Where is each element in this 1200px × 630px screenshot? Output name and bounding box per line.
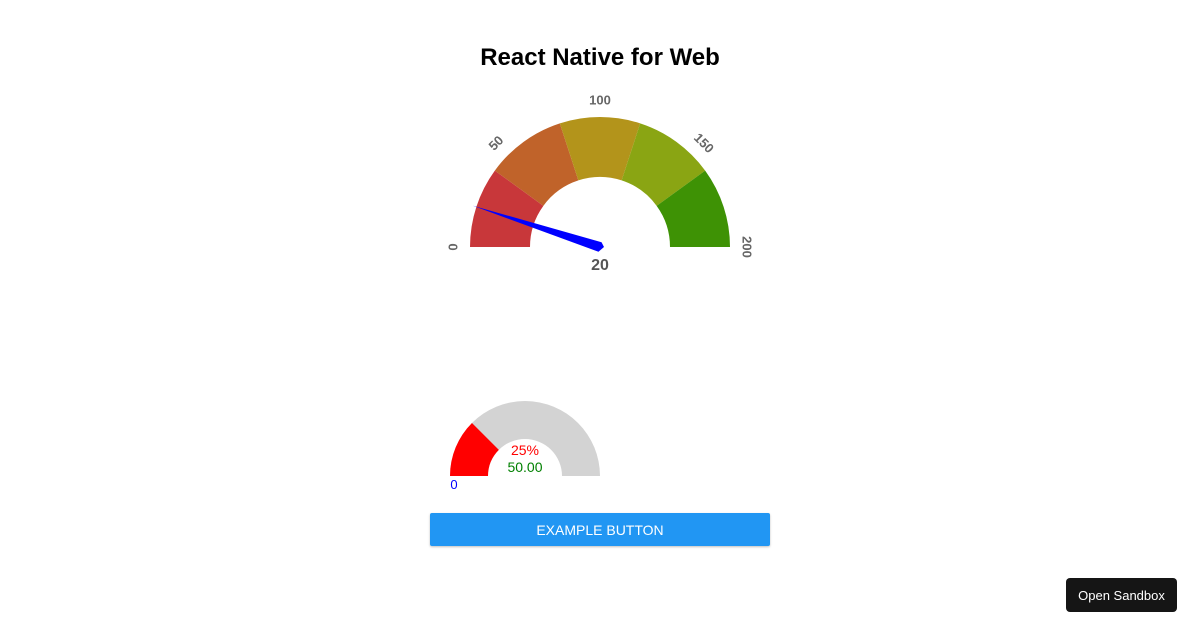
mini-gauge-fill xyxy=(450,422,499,476)
mini-gauge-track xyxy=(450,401,600,476)
speedometer-segment xyxy=(494,123,579,206)
speedometer-segment xyxy=(470,170,544,247)
page-title: React Native for Web xyxy=(480,44,720,71)
speedometer-segment xyxy=(621,123,706,206)
speedometer-tick-label: 200 xyxy=(740,236,755,258)
open-sandbox-button[interactable]: Open Sandbox xyxy=(1066,578,1177,612)
mini-gauge-value: 50.00 xyxy=(507,459,542,475)
speedometer-value: 20 xyxy=(591,257,609,274)
speedometer-tick-label: 150 xyxy=(691,130,717,156)
speedometer-needle xyxy=(472,205,604,252)
mini-gauge-percent: 25% xyxy=(511,442,539,458)
speedometer-tick-label: 100 xyxy=(589,92,611,107)
speedometer-segment xyxy=(656,170,730,247)
speedometer-segment xyxy=(559,117,641,181)
speedometer-tick-label: 50 xyxy=(486,133,507,154)
example-button[interactable]: EXAMPLE BUTTON xyxy=(430,513,770,546)
speedometer-tick-label: 0 xyxy=(445,243,460,250)
mini-gauge-min-label: 0 xyxy=(450,477,457,492)
speedometer-gauge: 0 50 100 150 200 20 xyxy=(445,92,755,274)
